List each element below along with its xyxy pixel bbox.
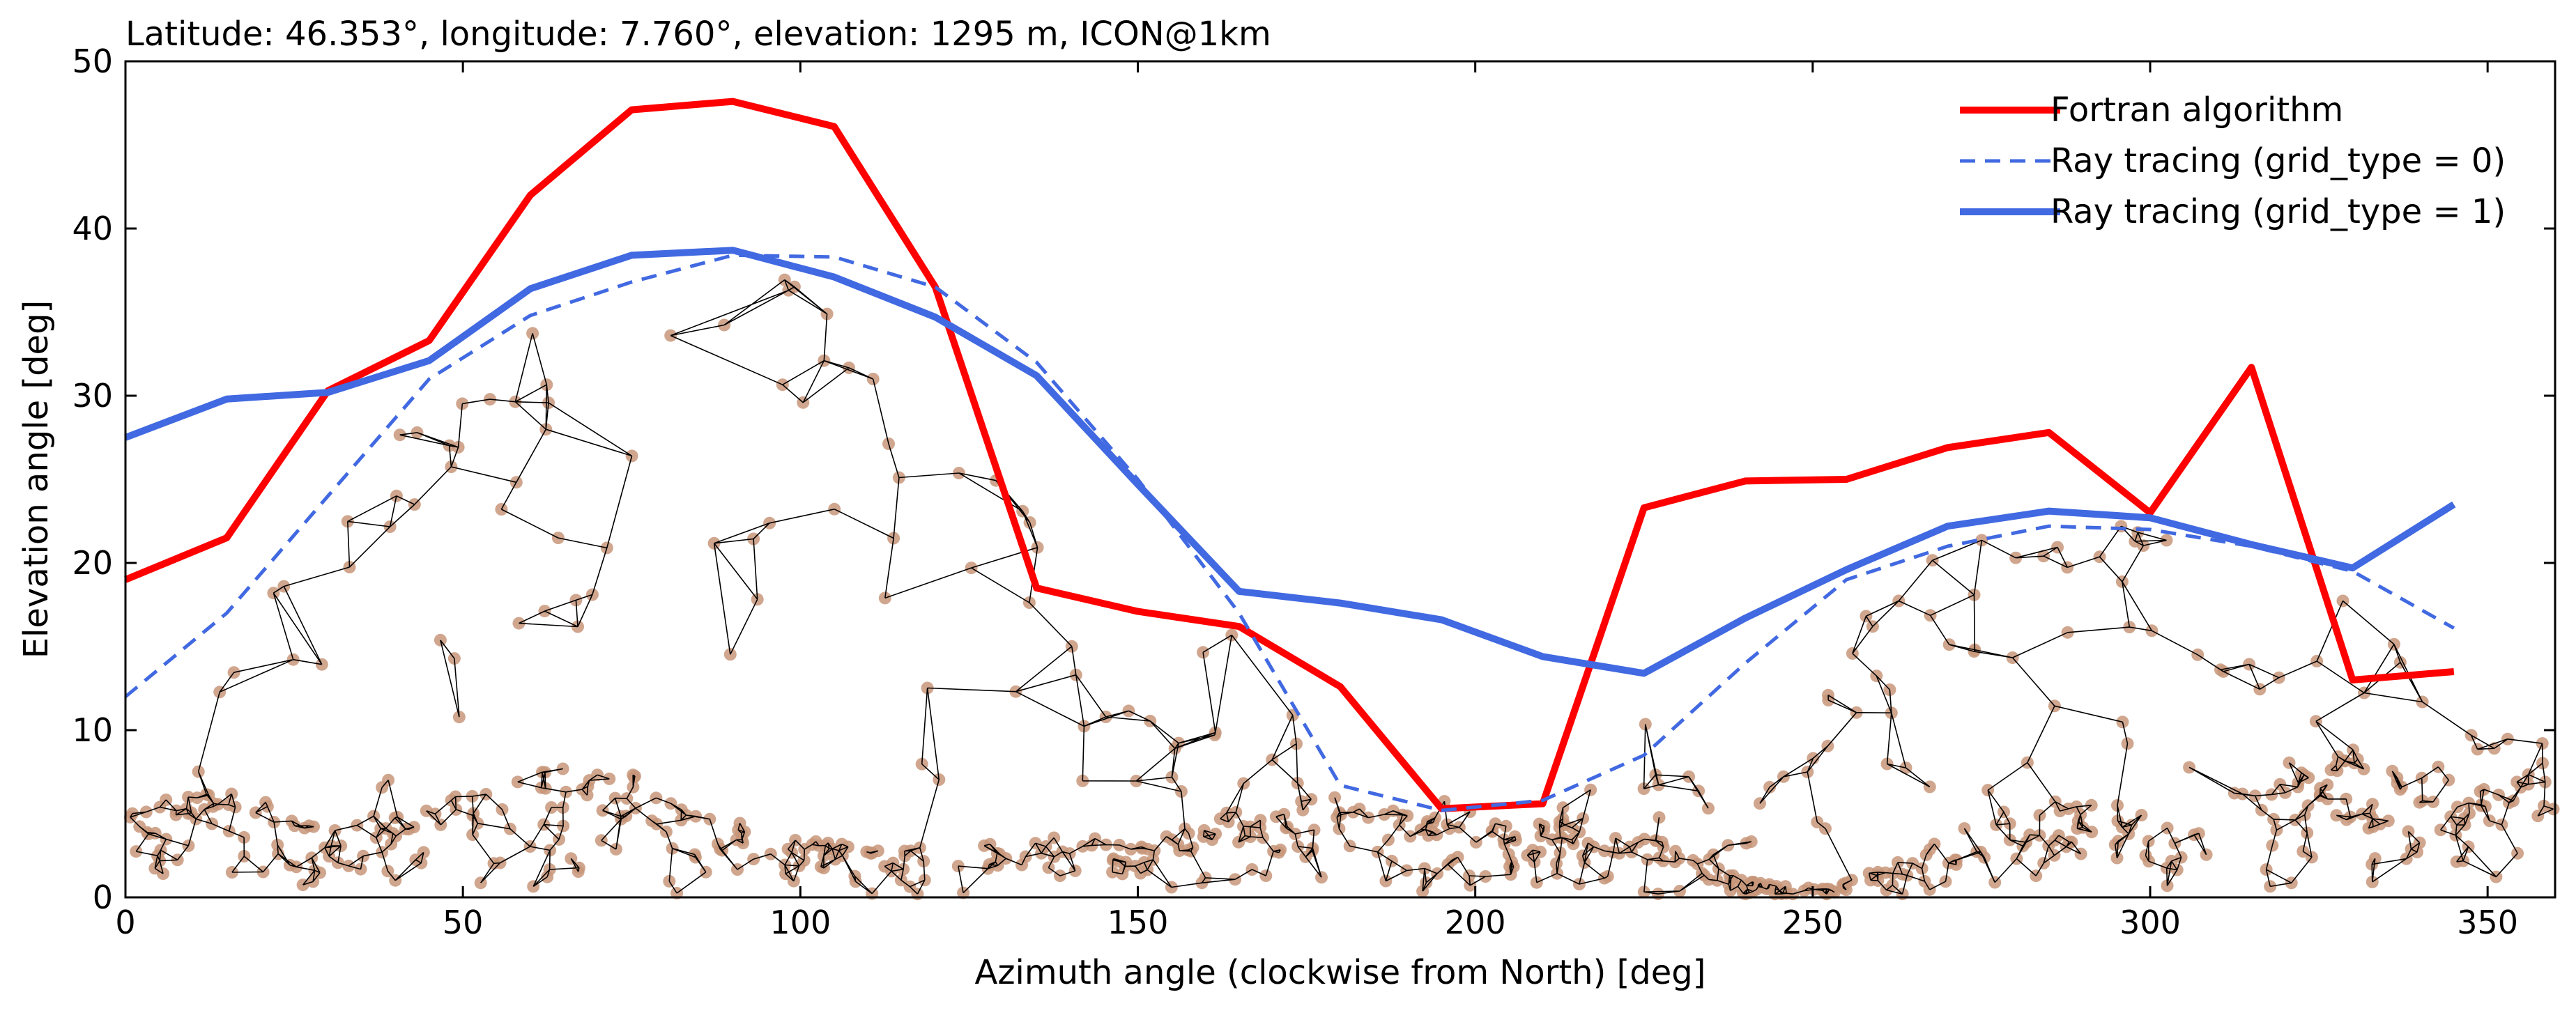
x-tick-label: 300: [2119, 904, 2181, 941]
legend-label: Fortran algorithm: [2050, 91, 2343, 130]
x-tick-label: 0: [115, 904, 135, 941]
y-tick-label: 50: [72, 42, 113, 80]
axis-ticks: 0 50 100 150 200 250 300 350 0 10 20 30 40 50: [72, 42, 2555, 941]
plot-frame: [124, 60, 2556, 899]
y-tick-label: 20: [72, 544, 113, 582]
series-line: [124, 247, 2456, 677]
terrain-edge-paths: [130, 279, 2554, 895]
x-tick-label: 200: [1445, 904, 1506, 941]
series-lines: [124, 98, 2456, 812]
terrain-vertices: [123, 273, 2560, 901]
terrain-edges: [130, 279, 2554, 895]
y-tick-label: 30: [72, 377, 113, 415]
y-axis-label: Elevation angle [deg]: [17, 300, 56, 659]
series-3: [124, 247, 2456, 677]
x-axis-label: Azimuth angle (clockwise from North) [de…: [975, 953, 1706, 992]
legend: Fortran algorithm Ray tracing (grid_type …: [1960, 91, 2506, 231]
x-tick-label: 350: [2457, 904, 2518, 941]
chart-title: Latitude: 46.353°, longitude: 7.760°, el…: [125, 15, 1271, 54]
x-tick-label: 150: [1107, 904, 1169, 941]
x-tick-label: 50: [443, 904, 484, 941]
legend-label: Ray tracing (grid_type = 1): [2050, 192, 2506, 231]
series-line: [124, 98, 2455, 812]
y-tick-label: 40: [72, 210, 113, 247]
series-line: [124, 253, 2455, 812]
x-tick-label: 100: [769, 904, 831, 941]
x-tick-label: 250: [1782, 904, 1843, 941]
legend-label: Ray tracing (grid_type = 0): [2050, 141, 2506, 180]
series-2: [124, 253, 2455, 812]
terrain-mesh: [123, 273, 2560, 901]
y-tick-label: 0: [93, 879, 113, 916]
y-tick-label: 10: [72, 711, 113, 749]
